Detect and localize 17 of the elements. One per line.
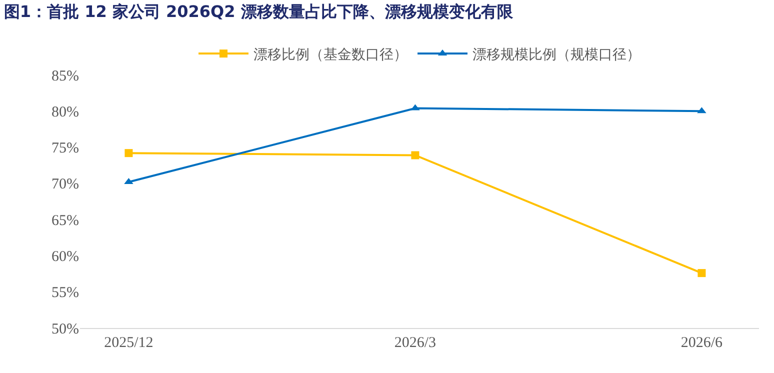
y-tick-label: 65% [52,212,79,229]
x-tick-label: 2025/12 [104,335,154,351]
y-tick-label: 75% [52,140,79,157]
x-tick-label: 2026/6 [680,335,724,351]
point [411,151,420,160]
legend-label: 漂移比例（基金数口径） [254,47,408,63]
point [124,149,133,158]
legend-label: 漂移规模比例（规模口径） [472,47,640,63]
y-tick-label: 60% [52,248,79,265]
y-tick-label: 80% [52,104,79,120]
x-tick-label: 2026/3 [394,335,436,351]
y-tick-label: 50% [52,321,79,338]
chart-title: 图1：首批 12 家公司 2026Q2 漂移数量占比下降、漂移规模变化有限 [4,2,514,21]
y-tick-label: 85% [52,68,79,84]
y-tick-label: 70% [52,176,79,193]
point [698,269,706,278]
y-tick-label: 55% [52,285,79,302]
